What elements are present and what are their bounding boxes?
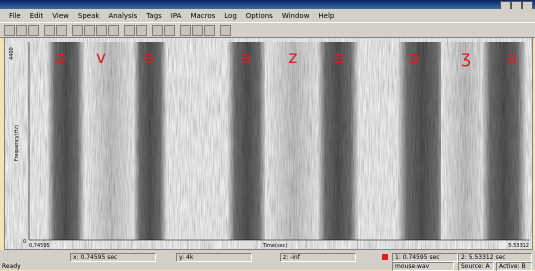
toolbar-button[interactable]: [152, 25, 163, 36]
status-x: x: 0.74595 sec: [70, 253, 156, 262]
toolbar-button[interactable]: [56, 25, 67, 36]
segment-label: a: [241, 48, 251, 68]
segment-label: v: [96, 48, 106, 68]
menu-item[interactable]: IPA: [171, 12, 182, 20]
segment-label: a: [334, 48, 344, 68]
menu-item[interactable]: Edit: [30, 12, 44, 20]
menu-item[interactable]: Window: [282, 12, 310, 20]
toolbar-button[interactable]: [164, 25, 175, 36]
menu-item[interactable]: Options: [246, 12, 273, 20]
spectrogram-panel: 4400 Frequency(Hz) 0 0.74595 Time(sec) 5…: [4, 37, 533, 250]
toolbar-button[interactable]: [108, 25, 119, 36]
toolbar-button[interactable]: [220, 25, 231, 36]
toolbar-button[interactable]: [28, 25, 39, 36]
menu-item[interactable]: File: [9, 12, 21, 20]
toolbar-button[interactable]: [136, 25, 147, 36]
title-bar: [0, 0, 535, 9]
toolbar-button[interactable]: [4, 25, 15, 36]
segment-label: a: [144, 48, 154, 68]
segment-label: a: [507, 48, 517, 68]
toolbar-button[interactable]: [124, 25, 135, 36]
y-bottom-label: 0: [23, 239, 26, 245]
toolbar-button[interactable]: [16, 25, 27, 36]
menu-item[interactable]: View: [52, 12, 69, 20]
status-bar: x: 0.74595 sec y: 4k z: -inf 1: 0.74595 …: [0, 250, 535, 270]
y-axis-label: Frequency(Hz): [14, 125, 20, 161]
toolbar-button[interactable]: [96, 25, 107, 36]
menu-bar: File Edit View Speak Analysis Tags IPA M…: [0, 9, 535, 22]
toolbar-button[interactable]: [192, 25, 203, 36]
segment-label: a: [409, 48, 419, 68]
x-start-label: 0.74595: [29, 243, 50, 249]
status-ready: Ready: [2, 263, 21, 270]
toolbar-button[interactable]: [72, 25, 83, 36]
status-cursor2: 2: 5.53312 sec: [458, 253, 532, 262]
menu-item[interactable]: Help: [318, 12, 334, 20]
toolbar-button[interactable]: [84, 25, 95, 36]
status-y: y: 4k: [176, 253, 252, 262]
x-end-label: 5.53312: [508, 243, 529, 249]
toolbar-button[interactable]: [44, 25, 55, 36]
spectrogram: [47, 42, 527, 240]
status-z: z: -inf: [280, 253, 356, 262]
cursor-marker: [382, 254, 388, 260]
x-axis-label: Time(sec): [262, 243, 288, 249]
segment-label: a: [56, 48, 66, 68]
segment-label: z: [289, 48, 298, 68]
screenshot: File Edit View Speak Analysis Tags IPA M…: [0, 0, 535, 270]
menu-item[interactable]: Tags: [146, 12, 162, 20]
toolbar-button[interactable]: [180, 25, 191, 36]
menu-item[interactable]: Analysis: [108, 12, 137, 20]
menu-item[interactable]: Log: [224, 12, 237, 20]
toolbar: [0, 22, 535, 38]
menu-item[interactable]: Speak: [78, 12, 100, 20]
menu-item[interactable]: Macros: [190, 12, 215, 20]
toolbar-button[interactable]: [204, 25, 215, 36]
segment-label: ʒ: [461, 48, 471, 68]
y-top-label: 4400: [9, 47, 15, 60]
status-cursor1: 1: 0.74595 sec: [392, 253, 458, 262]
